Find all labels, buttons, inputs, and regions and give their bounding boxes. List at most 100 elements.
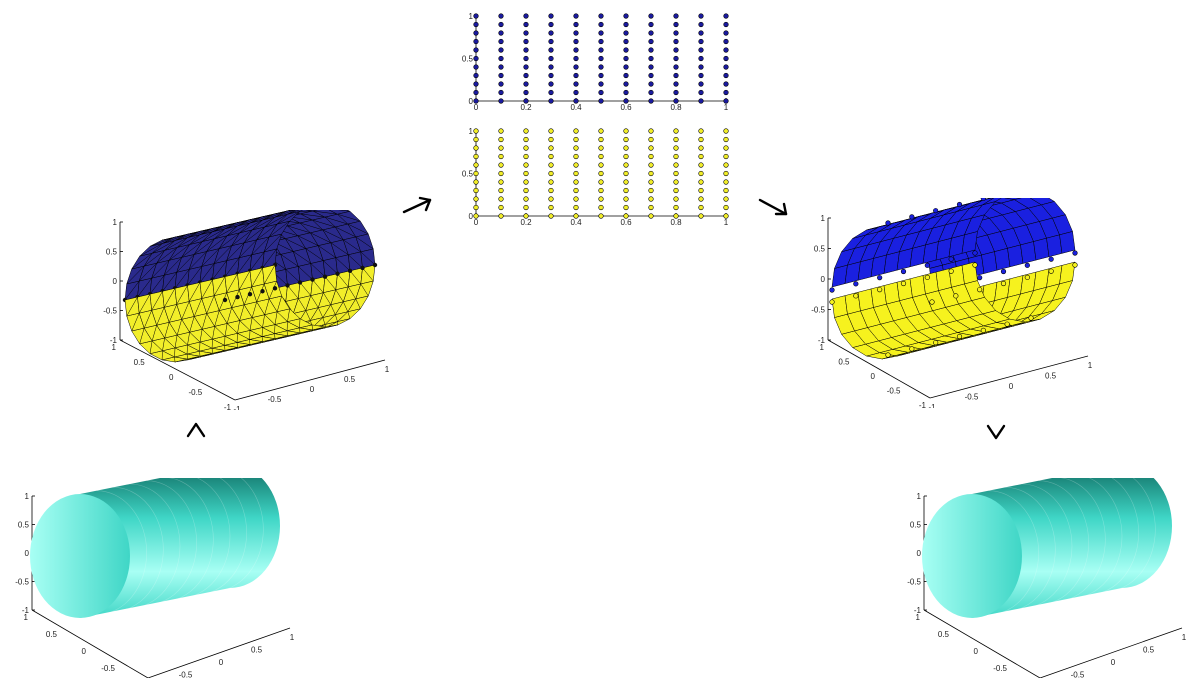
- mesh-face: [922, 271, 939, 295]
- mesh-edge: [251, 301, 257, 318]
- parameter-point: [523, 38, 529, 45]
- x-tick-label: -1: [919, 401, 927, 408]
- z-tick-label: -0.5: [15, 578, 29, 587]
- parameter-point: [723, 81, 729, 87]
- parameter-point: [473, 81, 479, 87]
- parameter-point: [498, 187, 504, 194]
- mesh-edge: [305, 310, 311, 321]
- boundary-node: [335, 271, 340, 276]
- control-point: [1028, 315, 1034, 321]
- parameter-point: [698, 72, 704, 79]
- x-tick-label: -1: [224, 403, 232, 410]
- parameter-point: [548, 153, 554, 160]
- bottom-parameter-plot: 1 0.5 00 0.2 0.4 0.6 0.8 1: [462, 127, 729, 227]
- parameter-point: [548, 170, 554, 177]
- parameter-point: [598, 170, 604, 177]
- parameter-point: [573, 30, 579, 36]
- control-point: [829, 287, 835, 293]
- mesh-edge: [262, 248, 277, 269]
- parameter-point: [723, 13, 729, 19]
- x-tick-label: -0.5: [188, 388, 202, 397]
- parameter-point: [473, 89, 479, 96]
- y-tick-label: 0: [1009, 382, 1014, 391]
- param-y-tick-label: 0.5: [462, 170, 474, 179]
- mesh-edge: [149, 340, 153, 354]
- parameter-point: [648, 98, 654, 104]
- parameter-point: [673, 187, 679, 194]
- parameter-point: [498, 179, 504, 185]
- mesh-edge: [124, 280, 140, 301]
- boundary-node: [347, 268, 353, 274]
- parameter-point: [498, 145, 504, 151]
- x-tick-label: 1: [820, 343, 825, 352]
- mesh-edge: [264, 298, 270, 315]
- mesh-edge: [137, 277, 152, 298]
- control-point: [933, 208, 939, 214]
- mesh-line: [96, 490, 147, 615]
- parameter-point: [548, 145, 554, 151]
- parameter-point: [473, 72, 479, 79]
- param-y-tick-label: 0: [469, 212, 474, 221]
- mesh-edge: [287, 225, 311, 234]
- boundary-node: [372, 262, 378, 268]
- parameter-point: [523, 153, 529, 160]
- parameter-point: [498, 72, 504, 79]
- mesh-edge: [149, 275, 165, 295]
- y-tick-label: 0.5: [1143, 646, 1155, 655]
- control-point: [953, 293, 959, 299]
- parameter-point: [698, 145, 704, 151]
- y-tick-label: -1: [233, 405, 241, 410]
- arrow-down-icon: [986, 424, 1006, 440]
- mesh-edge: [249, 317, 253, 331]
- parameter-point: [648, 136, 654, 143]
- parameter-point: [573, 153, 579, 160]
- param-y-tick-label: 1: [469, 12, 474, 21]
- boundary-node: [235, 294, 240, 300]
- control-point: [977, 275, 983, 281]
- parameter-point: [698, 179, 704, 185]
- mesh-face: [1004, 198, 1022, 200]
- z-tick-label: 0.5: [18, 521, 30, 530]
- mesh-edge: [164, 257, 182, 276]
- parameter-point: [723, 187, 729, 194]
- mesh-edge: [274, 311, 278, 325]
- x-tick-label: 0.5: [46, 630, 58, 639]
- parameter-point: [673, 128, 679, 134]
- parameter-point: [548, 38, 554, 45]
- mesh-edge: [239, 219, 263, 234]
- boundary-node: [272, 286, 278, 291]
- mesh-edge: [139, 243, 163, 257]
- parameter-point: [573, 196, 579, 202]
- control-point: [1072, 262, 1078, 268]
- mesh-edge: [189, 316, 195, 333]
- y-tick-label: 0: [310, 385, 315, 394]
- parameter-point: [473, 47, 479, 53]
- mesh-edge: [244, 226, 265, 243]
- parameter-point: [498, 136, 504, 143]
- z-tick-label: -1: [110, 336, 118, 345]
- mesh-edge: [126, 296, 138, 317]
- parameter-point: [673, 38, 679, 45]
- mesh-edge: [269, 220, 290, 238]
- mesh-edge: [355, 236, 374, 250]
- parameter-point: [648, 145, 654, 151]
- parameter-point: [673, 21, 679, 28]
- parameter-point: [473, 136, 479, 143]
- parameter-point: [573, 170, 579, 177]
- parameter-point: [623, 30, 629, 36]
- mesh-edge: [312, 219, 336, 228]
- parameter-point: [523, 162, 529, 168]
- parameter-point: [673, 213, 679, 219]
- y-tick-label: 1: [1182, 633, 1187, 642]
- parameter-point: [623, 13, 629, 19]
- parameter-point: [498, 196, 504, 202]
- parameter-point: [573, 204, 579, 211]
- parameter-point: [598, 162, 604, 168]
- parameter-point: [673, 153, 679, 160]
- boundary-node: [285, 283, 290, 288]
- mesh-edge: [138, 294, 151, 314]
- parameter-point: [698, 89, 704, 96]
- mesh-edge: [330, 304, 336, 315]
- parameter-point: [648, 187, 654, 194]
- mesh-edge: [151, 291, 163, 311]
